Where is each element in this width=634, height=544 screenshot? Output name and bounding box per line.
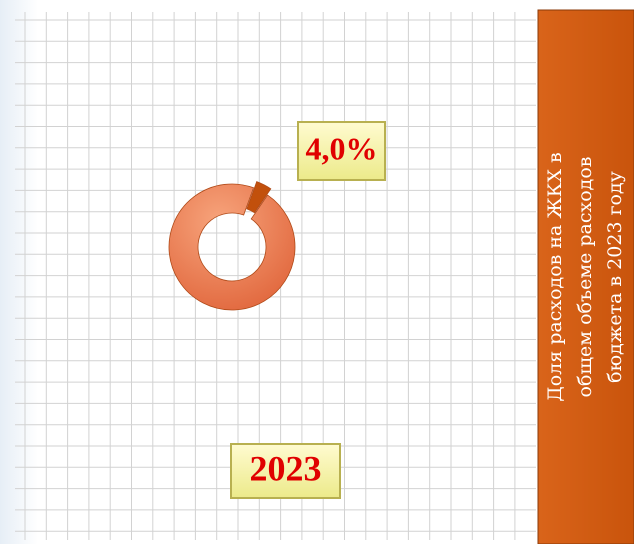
side-note-line: общем объеме расходов [574, 157, 596, 398]
label-box [230, 443, 341, 499]
value-label: 4,0% [306, 130, 378, 166]
chart-label: 2023 [250, 448, 322, 488]
side-note: Доля расходов на ЖКХ в общем объеме расх… [544, 152, 626, 402]
side-note-line: бюджета в 2023 году [604, 171, 626, 383]
side-panel [537, 9, 634, 544]
donut-slice [168, 183, 296, 311]
donut-slice [246, 181, 272, 214]
value-label-box [297, 121, 386, 181]
side-note-line: Доля расходов на ЖКХ в [544, 152, 566, 402]
donut: 4,0% [168, 121, 386, 311]
